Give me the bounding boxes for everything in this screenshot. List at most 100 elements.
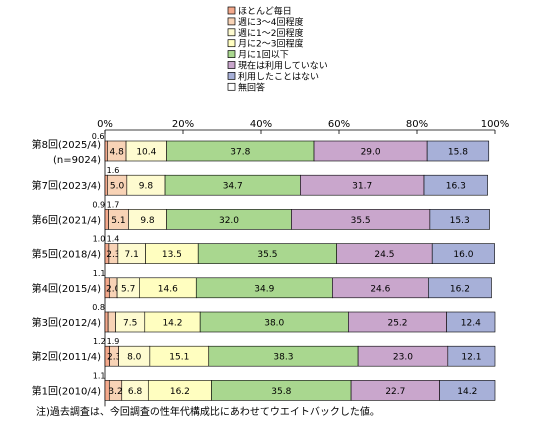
data-label: 35.5 (257, 250, 277, 260)
legend-swatch (227, 39, 236, 48)
data-label: 15.8 (448, 148, 468, 158)
data-label: 16.0 (453, 250, 473, 260)
data-label: 25.2 (387, 319, 407, 329)
legend-label: 利用したことはない (238, 70, 319, 82)
data-label: 7.1 (125, 250, 139, 260)
data-label: 22.7 (385, 387, 405, 397)
data-label: 14.2 (457, 387, 477, 397)
data-label: 4.8 (110, 148, 125, 158)
data-label: 15.3 (450, 216, 470, 226)
legend-label: 週に3～4回程度 (238, 16, 303, 28)
category-sublabel: (n=9024) (53, 155, 101, 166)
data-label: 24.5 (374, 250, 394, 260)
data-label: 8.0 (127, 353, 142, 363)
x-tick-label: 100% (481, 119, 510, 130)
data-label: 16.2 (450, 284, 470, 294)
data-label: 2.0 (106, 284, 121, 294)
footnote: 注)過去調査は、今回調査の性年代構成比にあわせてウエイトバックした値。 (36, 407, 380, 418)
bar-segment (107, 311, 116, 333)
category-label: 第1回(2010/4) (32, 384, 101, 397)
bar-segment (104, 174, 108, 196)
bar-segment (439, 380, 496, 401)
category-label: 第8回(2025/4) (32, 138, 101, 151)
data-label: 35.5 (351, 216, 371, 226)
data-label: 35.8 (271, 387, 291, 397)
legend-label: ほとんど毎日 (238, 5, 292, 17)
data-label: 6.8 (128, 387, 143, 397)
data-label-annotation: 1.7 (107, 200, 120, 209)
data-label: 13.5 (162, 250, 182, 260)
legend-swatch (227, 17, 236, 26)
category-label: 第2回(2011/4) (32, 350, 101, 363)
data-label: 0.6 (92, 132, 105, 141)
data-label: 37.8 (230, 148, 250, 158)
data-label: 3.2 (108, 387, 122, 397)
data-label-annotation: 1.4 (107, 235, 120, 244)
bar-segment (104, 140, 108, 162)
data-label: 1.0 (93, 235, 106, 244)
x-tick-label: 80% (406, 119, 428, 130)
legend-label: 週に1～2回程度 (238, 27, 303, 39)
data-label: 24.6 (370, 284, 390, 294)
bar-segment (426, 140, 490, 162)
data-label: 34.7 (223, 182, 243, 192)
x-tick-label: 40% (250, 119, 272, 130)
category-label: 第4回(2015/4) (32, 282, 101, 295)
bar-segment (104, 311, 109, 333)
legend-swatch (227, 72, 236, 80)
data-label: 1.1 (93, 371, 106, 380)
bars: 第8回(2025/4) (n=9024) 0.6 4.8 10.4 37.8 29.0 15.… (32, 132, 496, 401)
legend-swatch (227, 28, 236, 37)
bar-segment (104, 209, 109, 230)
data-label: 0.8 (92, 303, 105, 312)
bar-segment (428, 277, 492, 299)
bar-segment (447, 345, 496, 367)
data-label: 5.0 (110, 182, 125, 192)
category-label: 第5回(2018/4) (32, 248, 101, 261)
data-label: 12.1 (461, 353, 481, 363)
data-label: 16.2 (170, 387, 190, 397)
data-label: 14.2 (162, 319, 182, 329)
data-label: 2.3 (106, 250, 120, 260)
x-tick-label: 60% (328, 119, 350, 130)
data-label: 32.0 (219, 216, 239, 226)
data-label: 23.0 (393, 353, 413, 363)
data-label: 9.8 (140, 216, 155, 226)
bar-segment (429, 209, 490, 230)
legend-label: 月に2～3回程度 (238, 38, 303, 50)
x-tick-label: 20% (172, 119, 194, 130)
data-label: 5.7 (121, 284, 135, 294)
data-label: 2.3 (107, 353, 121, 363)
legend-swatch (227, 61, 236, 69)
data-label: 31.7 (352, 182, 372, 192)
legend-label: 月に1回以下 (238, 50, 289, 61)
data-label: 10.4 (136, 148, 156, 158)
data-label: 16.3 (446, 182, 466, 192)
data-label: 7.5 (123, 319, 137, 329)
legend-label: 現在は利用していない (238, 60, 328, 72)
data-label: 0.9 (92, 200, 105, 209)
data-label: 38.3 (273, 353, 293, 363)
legend-label: 無回答 (238, 81, 265, 93)
data-label-annotation: 1.6 (107, 166, 120, 175)
legend-swatch (227, 82, 236, 91)
data-label: 34.9 (254, 284, 274, 294)
legend: ほとんど毎日週に3～4回程度週に1～2回程度月に2～3回程度月に1回以下現在は利… (227, 5, 328, 93)
data-label: 14.6 (158, 284, 178, 294)
data-label: 5.1 (111, 216, 125, 226)
data-label: 29.0 (361, 148, 381, 158)
data-label: 38.0 (264, 319, 284, 329)
data-label: 12.4 (461, 319, 481, 329)
category-label: 第7回(2023/4) (32, 179, 101, 192)
legend-swatch (227, 50, 236, 58)
x-tick-label: 0% (97, 119, 113, 130)
category-label: 第6回(2021/4) (32, 213, 101, 226)
bar-segment (431, 243, 495, 264)
category-label: 第3回(2012/4) (32, 316, 101, 329)
bar-segment (423, 174, 488, 196)
bar-segment (446, 311, 496, 333)
data-label-annotation: 1.9 (107, 337, 120, 346)
data-label: 15.1 (169, 353, 189, 363)
data-label: 9.8 (139, 182, 154, 192)
